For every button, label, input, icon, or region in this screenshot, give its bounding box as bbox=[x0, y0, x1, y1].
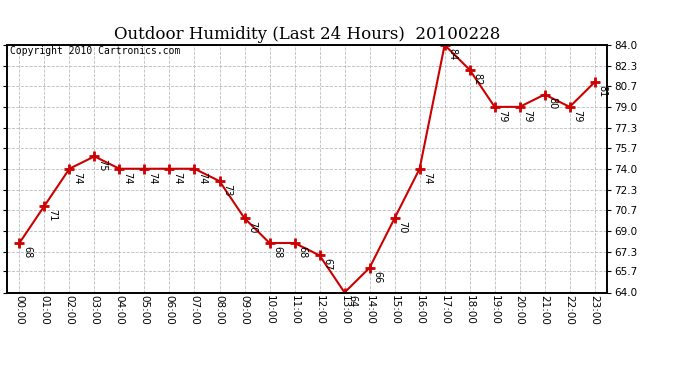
Text: 68: 68 bbox=[273, 246, 282, 258]
Text: 68: 68 bbox=[22, 246, 32, 258]
Text: Copyright 2010 Cartronics.com: Copyright 2010 Cartronics.com bbox=[10, 46, 180, 56]
Text: 74: 74 bbox=[422, 171, 433, 184]
Text: 79: 79 bbox=[573, 110, 582, 122]
Text: 74: 74 bbox=[147, 171, 157, 184]
Text: 75: 75 bbox=[97, 159, 107, 172]
Text: 79: 79 bbox=[522, 110, 533, 122]
Text: 84: 84 bbox=[447, 48, 457, 60]
Text: 66: 66 bbox=[373, 270, 382, 283]
Text: 67: 67 bbox=[322, 258, 333, 270]
Text: 68: 68 bbox=[297, 246, 307, 258]
Text: 70: 70 bbox=[397, 221, 407, 233]
Text: 80: 80 bbox=[547, 97, 558, 109]
Text: 74: 74 bbox=[72, 171, 82, 184]
Text: 82: 82 bbox=[473, 72, 482, 85]
Text: 71: 71 bbox=[47, 209, 57, 221]
Text: 81: 81 bbox=[598, 85, 607, 97]
Text: 79: 79 bbox=[497, 110, 507, 122]
Text: 74: 74 bbox=[122, 171, 132, 184]
Text: 74: 74 bbox=[197, 171, 207, 184]
Title: Outdoor Humidity (Last 24 Hours)  20100228: Outdoor Humidity (Last 24 Hours) 2010022… bbox=[114, 27, 500, 44]
Text: 74: 74 bbox=[172, 171, 182, 184]
Text: 70: 70 bbox=[247, 221, 257, 233]
Text: 64: 64 bbox=[347, 295, 357, 307]
Text: 73: 73 bbox=[222, 184, 233, 196]
